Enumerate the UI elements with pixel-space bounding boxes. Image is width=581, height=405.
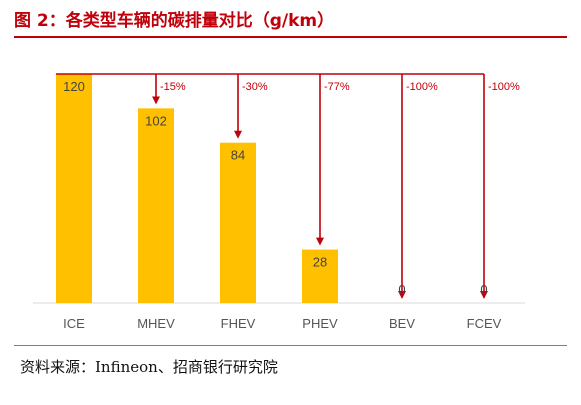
reduction-label-bev: -100% — [406, 81, 438, 93]
value-label-ice: 120 — [63, 79, 85, 94]
bar-chart: ICE 120 MHEV 102 FHEV 84 PHEV 28 BEV 0 FCEV 0 -15% -3… — [33, 73, 525, 331]
value-label-fcev: 0 — [480, 282, 487, 297]
bar-ice — [56, 74, 92, 303]
reduction-label-phev: -77% — [324, 81, 350, 93]
bar-mhev — [138, 108, 174, 303]
source-divider — [14, 345, 567, 346]
tick-label-mhev: MHEV — [137, 316, 175, 331]
tick-label-bev: BEV — [389, 316, 415, 331]
value-label-fhev: 84 — [231, 148, 245, 163]
value-label-phev: 28 — [313, 255, 327, 270]
value-label-mhev: 102 — [145, 113, 167, 128]
tick-label-fcev: FCEV — [467, 316, 502, 331]
source-note: 资料来源：Infineon、招商银行研究院 — [20, 358, 278, 376]
tick-label-phev: PHEV — [302, 316, 338, 331]
reduction-label-fhev: -30% — [242, 81, 268, 93]
figure-title: 图 2：各类型车辆的碳排量对比（g/km） — [14, 11, 335, 31]
bar-phev — [302, 249, 338, 303]
value-label-bev: 0 — [398, 282, 405, 297]
tick-label-fhev: FHEV — [221, 316, 256, 331]
bar-fhev — [220, 142, 256, 303]
title-underline — [14, 36, 567, 38]
reduction-label-mhev: -15% — [160, 81, 186, 93]
reduction-label-fcev: -100% — [488, 81, 520, 93]
tick-label-ice: ICE — [63, 316, 85, 331]
